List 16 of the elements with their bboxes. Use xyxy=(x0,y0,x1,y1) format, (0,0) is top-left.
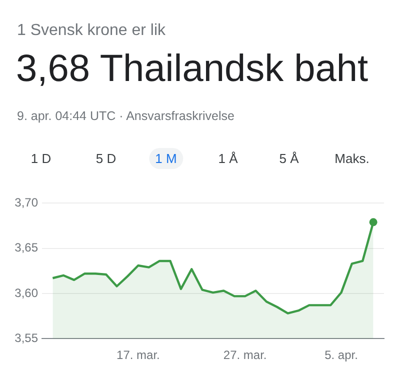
x-tick-label: 5. apr. xyxy=(324,348,358,362)
text: 9. apr. 04:44 UTC · Ansvarsfraskrivelse xyxy=(17,109,234,123)
x-tick-label: 17. mar. xyxy=(116,348,160,362)
y-tick-label: 3,70 xyxy=(14,196,38,210)
text: 1 M xyxy=(149,148,183,169)
text: 1 D xyxy=(30,150,52,168)
chart-subtitle: 1 Svensk krone er lik xyxy=(17,22,166,40)
y-tick-label: 3,55 xyxy=(14,330,38,345)
y-tick-label: 3,60 xyxy=(14,286,38,300)
text: 5 D xyxy=(94,150,118,168)
text: 1 Å xyxy=(217,150,239,168)
text: Maks. xyxy=(334,150,370,168)
text: 5 Å xyxy=(278,150,300,168)
y-tick-label: 3,65 xyxy=(14,240,38,255)
chart-title: 3,68 Thailandsk baht xyxy=(16,48,368,91)
x-tick-label: 27. mar. xyxy=(223,348,267,362)
